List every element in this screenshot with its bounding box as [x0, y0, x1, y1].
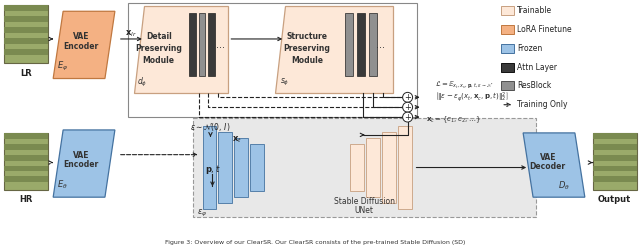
Circle shape: [403, 92, 413, 102]
Polygon shape: [523, 133, 585, 197]
Text: UNet: UNet: [355, 205, 374, 215]
Bar: [501, 6, 514, 15]
Text: $D_{\theta}$: $D_{\theta}$: [558, 179, 570, 192]
Text: VAE: VAE: [540, 153, 556, 162]
Text: Output: Output: [598, 195, 631, 204]
Bar: [234, 138, 248, 197]
Bar: [345, 13, 353, 76]
Text: Trainable: Trainable: [517, 6, 552, 15]
Polygon shape: [53, 130, 115, 197]
Text: $+$: $+$: [404, 112, 412, 122]
Bar: [4, 38, 48, 44]
Bar: [4, 155, 48, 161]
Bar: [128, 3, 417, 117]
Bar: [4, 49, 48, 55]
Text: Encoder: Encoder: [63, 160, 99, 169]
Text: $\mathcal{L}=\mathbb{E}_{x_t,x_s,\mathbf{p},t,\epsilon\sim\mathcal{N}}$: $\mathcal{L}=\mathbb{E}_{x_t,x_s,\mathbf…: [435, 80, 493, 91]
Bar: [4, 133, 48, 139]
Bar: [501, 44, 514, 53]
Bar: [218, 132, 232, 203]
Bar: [501, 25, 514, 34]
Bar: [357, 13, 365, 76]
Text: VAE: VAE: [73, 151, 90, 160]
Text: $+$: $+$: [404, 92, 412, 102]
Polygon shape: [275, 6, 393, 93]
Bar: [4, 16, 48, 22]
Bar: [193, 118, 536, 217]
Text: ...: ...: [216, 40, 225, 50]
Polygon shape: [134, 6, 228, 93]
Text: LR: LR: [20, 69, 32, 78]
Text: Frozen: Frozen: [517, 44, 542, 53]
Bar: [4, 5, 48, 11]
Bar: [4, 176, 48, 182]
Text: HR: HR: [20, 195, 33, 204]
Bar: [209, 13, 216, 76]
Text: Figure 3: Overview of our ClearSR. Our ClearSR consists of the pre-trained Stabl: Figure 3: Overview of our ClearSR. Our C…: [165, 240, 465, 245]
Bar: [381, 132, 396, 203]
Text: $+$: $+$: [404, 102, 412, 112]
Bar: [4, 144, 48, 150]
Text: ...: ...: [376, 40, 385, 50]
Bar: [198, 13, 205, 76]
Text: $\mathbf{p}, t$: $\mathbf{p}, t$: [205, 163, 220, 176]
Circle shape: [403, 102, 413, 112]
Text: LoRA Finetune: LoRA Finetune: [517, 25, 572, 34]
Bar: [4, 27, 48, 33]
Text: VAE: VAE: [73, 32, 90, 41]
Text: $\mathbf{x}_t$: $\mathbf{x}_t$: [232, 134, 243, 145]
Text: Preserving: Preserving: [135, 44, 182, 53]
Text: $E_{\theta}$: $E_{\theta}$: [57, 179, 67, 191]
Bar: [4, 133, 48, 190]
Text: Stable Diffusion: Stable Diffusion: [334, 197, 395, 206]
Bar: [593, 166, 637, 172]
Text: $\epsilon_{\varphi}$: $\epsilon_{\varphi}$: [197, 207, 208, 219]
Text: $E_{\varphi}$: $E_{\varphi}$: [56, 60, 68, 73]
Bar: [366, 138, 380, 197]
Text: Training Only: Training Only: [517, 100, 568, 109]
Bar: [369, 13, 377, 76]
Text: $\mathbf{x}_{lr}$: $\mathbf{x}_{lr}$: [125, 29, 137, 39]
Text: Detail: Detail: [146, 32, 172, 41]
Bar: [189, 13, 196, 76]
Bar: [501, 63, 514, 72]
Bar: [350, 144, 364, 191]
Circle shape: [403, 112, 413, 122]
Text: Module: Module: [143, 56, 175, 65]
Text: Module: Module: [291, 56, 323, 65]
Text: ResBlock: ResBlock: [517, 81, 552, 90]
Polygon shape: [53, 11, 115, 78]
Text: Encoder: Encoder: [63, 42, 99, 51]
Text: $\epsilon{\sim}\mathcal{N}(0,\,I)$: $\epsilon{\sim}\mathcal{N}(0,\,I)$: [190, 121, 230, 133]
Bar: [593, 155, 637, 161]
Bar: [250, 144, 264, 191]
Text: Preserving: Preserving: [284, 44, 330, 53]
Bar: [4, 166, 48, 172]
Bar: [501, 81, 514, 90]
Bar: [593, 144, 637, 150]
Text: Decoder: Decoder: [530, 162, 566, 171]
Bar: [593, 133, 637, 190]
Bar: [202, 126, 216, 209]
Text: $\mathbf{x}_c = \{c_1, c_2, \ldots\}$: $\mathbf{x}_c = \{c_1, c_2, \ldots\}$: [426, 115, 480, 125]
Bar: [397, 126, 412, 209]
Bar: [593, 176, 637, 182]
Bar: [4, 5, 48, 63]
Text: $d_{\phi}$: $d_{\phi}$: [137, 76, 147, 89]
Bar: [593, 133, 637, 139]
Text: $s_{\phi}$: $s_{\phi}$: [280, 77, 290, 88]
Text: $\left[\|\epsilon-\epsilon_\varphi(x_t,\mathbf{x}_c,\mathbf{p},t)\|_2^2\right]$: $\left[\|\epsilon-\epsilon_\varphi(x_t,\…: [435, 90, 508, 104]
Text: Attn Layer: Attn Layer: [517, 63, 557, 72]
Text: Structure: Structure: [287, 32, 328, 41]
